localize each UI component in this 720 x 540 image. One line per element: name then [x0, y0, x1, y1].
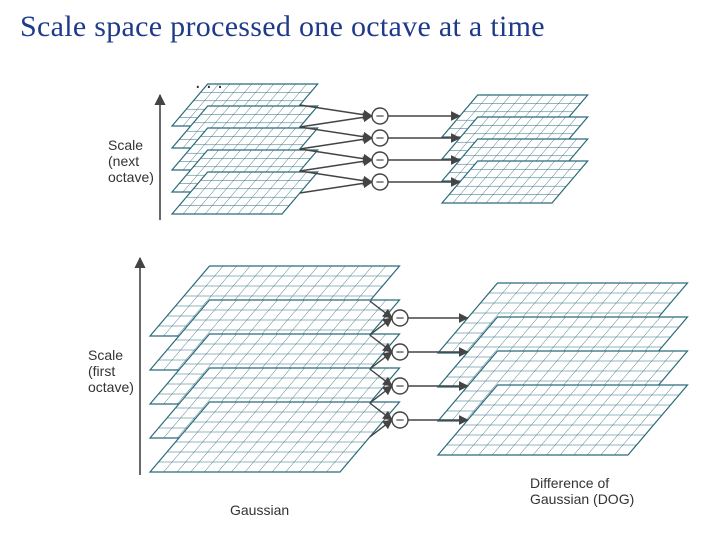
svg-text:−: − — [396, 310, 405, 327]
svg-text:(first: (first — [88, 363, 115, 379]
svg-text:−: − — [396, 344, 405, 361]
label-scale-next: Scale(nextoctave) — [108, 137, 154, 185]
svg-text:(next: (next — [108, 153, 139, 169]
svg-text:Gaussian (DOG): Gaussian (DOG) — [530, 491, 634, 507]
svg-text:−: − — [376, 130, 385, 147]
diagram-canvas: −−−−−−−−Scale(firstoctave)Scale(nextocta… — [0, 0, 720, 540]
svg-text:octave): octave) — [108, 169, 154, 185]
label-dog: Difference ofGaussian (DOG) — [530, 475, 634, 507]
svg-text:Difference of: Difference of — [530, 475, 609, 491]
svg-text:−: − — [376, 174, 385, 191]
svg-text:Scale: Scale — [108, 137, 143, 153]
svg-text:−: − — [396, 412, 405, 429]
label-gaussian: Gaussian — [230, 502, 289, 518]
label-scale-first: Scale(firstoctave) — [88, 347, 134, 395]
svg-text:−: − — [376, 152, 385, 169]
svg-text:−: − — [376, 108, 385, 125]
svg-text:octave): octave) — [88, 379, 134, 395]
ellipsis: . . . — [195, 71, 223, 93]
svg-text:−: − — [396, 378, 405, 395]
svg-text:Scale: Scale — [88, 347, 123, 363]
svg-text:Gaussian: Gaussian — [230, 502, 289, 518]
